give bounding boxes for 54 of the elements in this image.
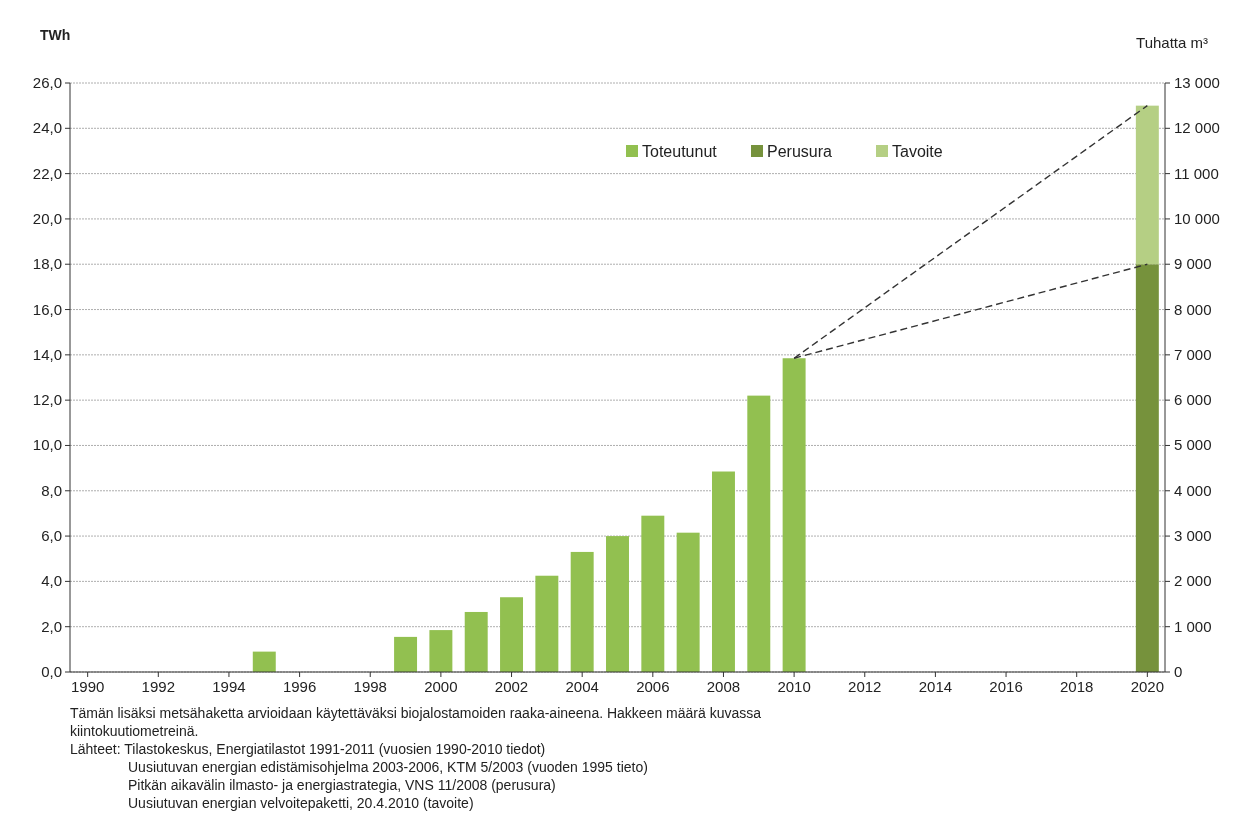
y2-tick-label: 12 000 (1174, 119, 1220, 137)
text: Uusiutuvan energian edistämisohjelma 2003-2006, KTM 5/2003 (vuoden 1995 tieto) (128, 759, 648, 775)
y2-tick-label: 7 000 (1174, 345, 1212, 363)
x-tick-label: 2010 (777, 678, 811, 695)
x-tick-label: 2002 (494, 678, 529, 695)
legend-label: Perusura (767, 143, 833, 160)
y-tick-label: 16,0 (32, 300, 62, 318)
y-tick-label: 4,0 (41, 572, 62, 590)
x-tick-label: 2008 (706, 678, 741, 695)
y-tick-label: 10,0 (32, 436, 62, 454)
y-tick-label: 0,0 (41, 663, 62, 680)
text: Pitkän aikavälin ilmasto- ja energiastrategia, VNS 11/2008 (perusura) (128, 777, 556, 793)
x-tick-label: 2012 (848, 678, 882, 695)
y2-tick-label: 13 000 (1174, 74, 1220, 91)
x-tick-label: 2006 (636, 678, 670, 695)
y2-tick-label: 8 000 (1174, 300, 1212, 318)
y2-tick-label: 11 000 (1174, 164, 1219, 182)
y-tick-label: 24,0 (32, 119, 62, 137)
y-tick-label: 18,0 (32, 255, 62, 273)
x-tick-label: 2018 (1060, 678, 1094, 695)
x-tick-label: 2014 (918, 678, 953, 695)
text: Tämän lisäksi metsähaketta arvioidaan käytettäväksi biojalostamoiden raaka-aineena. Hakkeen määrä kuvassa kiintokuutiometreinä. (70, 705, 762, 739)
x-tick-label: 2016 (989, 678, 1023, 695)
y-tick-label: 26,0 (32, 74, 62, 91)
y-tick-label: 6,0 (41, 527, 62, 545)
x-tick-label: 1996 (282, 678, 317, 695)
y-tick-label: 22,0 (32, 164, 62, 182)
y2-tick-label: 0 (1174, 663, 1183, 680)
x-tick-label: 1994 (212, 678, 246, 695)
y2-tick-label: 4 000 (1174, 481, 1212, 499)
y-tick-label: 2,0 (41, 617, 62, 635)
x-tick-label: 2004 (565, 678, 599, 695)
y2-tick-label: 6 000 (1174, 391, 1212, 409)
y2-tick-label: 5 000 (1174, 436, 1212, 454)
y2-tick-label: 3 000 (1174, 527, 1212, 545)
x-tick-label: 1990 (70, 678, 105, 695)
text: Lähteet: Tilastokeskus, Energiatilastot 1991-2011 (vuosien 1990-2010 tiedot) (70, 741, 546, 757)
text: Uusiutuvan energian velvoitepaketti, 20.4.2010 (tavoite) (128, 795, 474, 811)
y-axis-title: TWh (40, 27, 71, 43)
legend-label: Toteutunut (642, 143, 718, 160)
y-tick-label: 20,0 (32, 209, 62, 227)
y2-tick-label: 10 000 (1174, 209, 1220, 227)
x-tick-label: 1998 (353, 678, 387, 695)
y2-axis-title: Tuhatta m³ (1136, 34, 1208, 51)
y2-tick-label: 2 000 (1174, 572, 1212, 590)
x-tick-label: 2000 (424, 678, 458, 695)
y-tick-label: 12,0 (32, 391, 62, 409)
y-tick-label: 8,0 (41, 481, 62, 499)
y-tick-label: 14,0 (32, 345, 62, 363)
x-tick-label: 2020 (1130, 678, 1165, 695)
y2-tick-label: 1 000 (1174, 617, 1212, 635)
legend-label: Tavoite (892, 143, 943, 160)
y2-tick-label: 9 000 (1174, 255, 1212, 273)
x-tick-label: 1992 (141, 678, 175, 695)
